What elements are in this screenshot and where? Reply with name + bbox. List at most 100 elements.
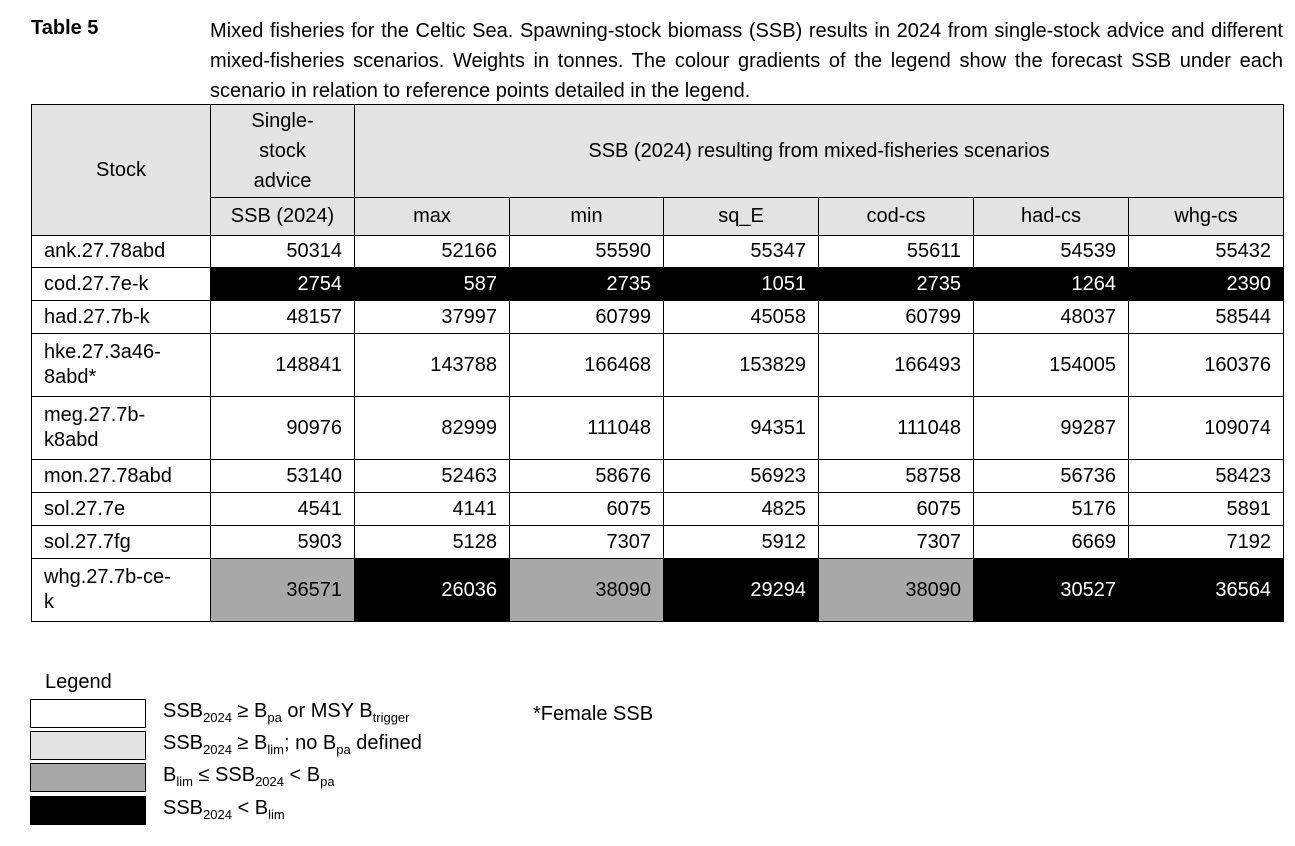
ssb-value-cell: 58676 [509, 459, 664, 493]
legend-label-part: SSB [163, 700, 204, 722]
ssb-value-cell: 4541 [210, 492, 355, 526]
ssb-value-cell: 29294 [663, 558, 819, 622]
column-header: cod-cs [818, 197, 974, 236]
legend-label: Blim ≤ SSB2024 < Bpa [163, 764, 335, 789]
ssb-value-cell: 58423 [1127, 459, 1285, 493]
ssb-value-cell: 160376 [1127, 333, 1285, 397]
ssb-value-cell: 153829 [663, 333, 819, 397]
stock-name: mon.27.78abd [31, 459, 211, 493]
legend-swatch [30, 731, 146, 760]
ssb-value-cell: 111048 [818, 396, 974, 460]
ssb-value-cell: 53140 [210, 459, 355, 493]
legend-label-part: 2024 [203, 742, 232, 757]
ssb-value-cell: 55611 [818, 235, 974, 268]
ssb-value-cell: 6669 [973, 525, 1129, 559]
legend-label-part: ≤ SSB [192, 764, 256, 786]
ssb-value-cell: 166468 [509, 333, 664, 397]
table-row: ank.27.78abd 50314 52166 55590 55347 55611 545… [31, 235, 1285, 268]
table-row: cod.27.7e-k 2754 587 2735 1051 2735 1264 2390 [31, 267, 1285, 301]
stock-name-label: had.27.7b-k [44, 305, 150, 328]
ssb-value-cell: 54539 [973, 235, 1129, 268]
ssb-value-cell: 6075 [818, 492, 974, 526]
ssb-value-cell: 60799 [509, 300, 664, 334]
ssb-value-cell: 5891 [1127, 492, 1285, 526]
ssb-value-cell: 148841 [210, 333, 355, 397]
ssb-value-cell: 52166 [354, 235, 510, 268]
header-single-stock: Single-stock advice [210, 104, 355, 198]
table-row: whg.27.7b-ce-k 36571 26036 38090 29294 38090 3… [31, 558, 1285, 622]
header-mixed-scenarios: SSB (2024) resulting from mixed-fisherie… [353, 104, 1285, 198]
table-row: had.27.7b-k 48157 37997 60799 45058 60799 4803… [31, 300, 1285, 334]
table-row: sol.27.7fg 5903 5128 7307 5912 7307 6669 7192 [31, 525, 1285, 559]
ssb-value-cell: 36571 [210, 558, 355, 622]
stock-name-label: sol.27.7fg [44, 530, 131, 553]
ssb-table: Stock Single-stock advice SSB (2024) res… [31, 104, 1285, 622]
ssb-value-cell: 56923 [663, 459, 819, 493]
ssb-value-cell: 82999 [354, 396, 510, 460]
stock-name-label: ank.27.78abd [44, 240, 166, 262]
legend-label-part: B [163, 764, 177, 786]
table-row: hke.27.3a46- 8abd* 148841 143788 166468 15382… [31, 333, 1285, 397]
legend-label: SSB2024 ≥ Blim; no Bpa defined [163, 732, 422, 757]
legend-swatch [30, 699, 146, 728]
ssb-value-cell: 2754 [210, 267, 355, 301]
stock-name: hke.27.3a46- 8abd* [31, 333, 211, 397]
legend-label-part: ≥ B [231, 732, 268, 754]
legend-swatch [30, 763, 146, 792]
ssb-value-cell: 99287 [973, 396, 1129, 460]
stock-name: sol.27.7e [31, 492, 211, 526]
ssb-value-cell: 4141 [354, 492, 510, 526]
ssb-value-cell: 1264 [973, 267, 1129, 301]
stock-name: ank.27.78abd [31, 235, 211, 268]
stock-name: cod.27.7e-k [31, 267, 211, 301]
ssb-value-cell: 111048 [509, 396, 664, 460]
ssb-value-cell: 5912 [663, 525, 819, 559]
ssb-value-cell: 7192 [1127, 525, 1285, 559]
table-caption-label: Table 5 [31, 17, 99, 39]
ssb-value-cell: 55347 [663, 235, 819, 268]
legend-label-part: defined [350, 732, 422, 754]
legend-label-part: trigger [372, 710, 410, 725]
column-header-row: SSB (2024) max min sq_E cod-cs had-cs whg-cs [32, 197, 1285, 236]
ssb-value-cell: 45058 [663, 300, 819, 334]
ssb-value-cell: 2735 [818, 267, 974, 301]
ssb-value-cell: 58758 [818, 459, 974, 493]
ssb-value-cell: 26036 [354, 558, 510, 622]
legend-label-part: < B [231, 797, 269, 819]
legend-label-part: pa [336, 742, 351, 757]
ssb-value-cell: 55432 [1127, 235, 1285, 268]
ssb-value-cell: 30527 [973, 558, 1129, 622]
ssb-value-cell: 38090 [509, 558, 664, 622]
stock-name: whg.27.7b-ce-k [31, 558, 211, 622]
ssb-value-cell: 109074 [1127, 396, 1285, 460]
ssb-value-cell: 6075 [509, 492, 664, 526]
ssb-value-cell: 143788 [354, 333, 510, 397]
legend-title: Legend [45, 671, 112, 693]
ssb-value-cell: 52463 [354, 459, 510, 493]
stock-name-label: mon.27.78abd [44, 464, 172, 487]
stock-name-label: hke.27.3a46- 8abd* [44, 341, 161, 388]
ssb-value-cell: 5903 [210, 525, 355, 559]
ssb-value-cell: 587 [354, 267, 510, 301]
legend-swatch [30, 796, 146, 825]
ssb-value-cell: 7307 [818, 525, 974, 559]
ssb-value-cell: 2735 [509, 267, 664, 301]
ssb-value-cell: 2390 [1127, 267, 1285, 301]
ssb-value-cell: 5128 [354, 525, 510, 559]
stock-name-label: whg.27.7b-ce-k [44, 566, 171, 613]
legend-label-part: ≥ B [231, 700, 268, 722]
legend-label: SSB2024 < Blim [163, 797, 285, 822]
legend-label-part: or MSY B [281, 700, 373, 722]
table-row: meg.27.7b-k8abd 90976 82999 111048 94351 1110… [31, 396, 1285, 460]
table-row: mon.27.78abd 53140 52463 58676 56923 58758 567… [31, 459, 1285, 493]
table-row: sol.27.7e 4541 4141 6075 4825 6075 5176 5891 [31, 492, 1285, 526]
ssb-value-cell: 38090 [818, 558, 974, 622]
ssb-value-cell: 56736 [973, 459, 1129, 493]
table-body: ank.27.78abd 50314 52166 55590 55347 55611 545… [31, 235, 1285, 622]
column-header: sq_E [663, 197, 819, 236]
legend-label-part: ; no B [284, 732, 337, 754]
stock-name-label: sol.27.7e [44, 497, 126, 520]
legend-label-part: pa [267, 710, 282, 725]
column-header: max [354, 197, 510, 236]
legend-label-part: 2024 [203, 710, 232, 725]
